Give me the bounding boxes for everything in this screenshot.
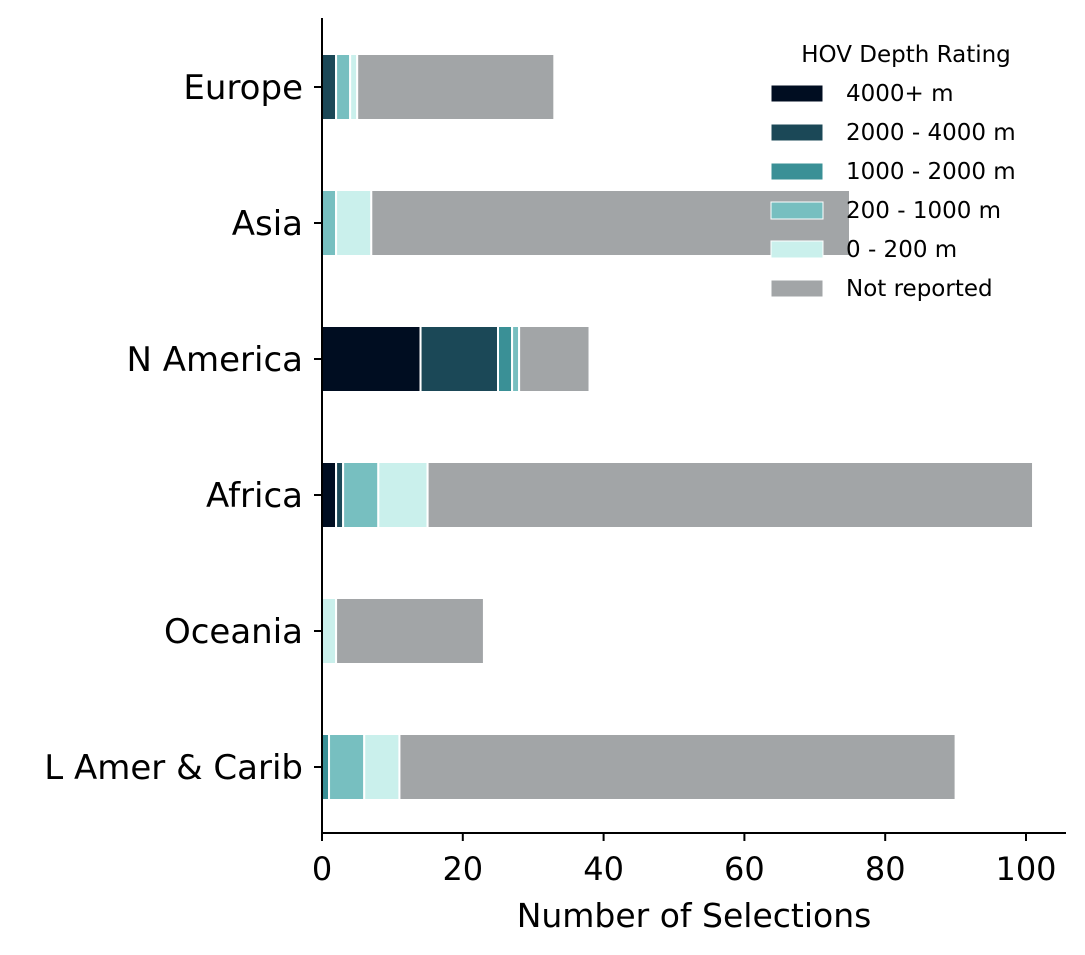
legend-swatch	[770, 279, 824, 298]
category-label: N America	[127, 340, 304, 380]
bar-segment	[511, 325, 521, 393]
category-label: Europe	[183, 68, 303, 108]
legend-swatch	[770, 240, 824, 259]
bar-segment	[363, 733, 401, 801]
bar-segment	[335, 53, 352, 121]
x-ticks-group: 0 20 40 60 80 100	[312, 833, 1057, 888]
bar-segment	[335, 189, 373, 257]
legend-label: Not reported	[846, 276, 993, 302]
bar-segment	[349, 53, 359, 121]
bar-segment	[370, 189, 851, 257]
bar-segment	[426, 461, 1035, 529]
bar-segment	[321, 597, 338, 665]
x-axis-title: Number of Selections	[517, 896, 872, 935]
bar-segment	[321, 733, 331, 801]
legend-label: 1000 - 2000 m	[846, 159, 1016, 185]
bar-segment	[321, 325, 422, 393]
legend-label: 2000 - 4000 m	[846, 120, 1016, 146]
x-tick-label: 0	[312, 850, 332, 888]
legend-swatch	[770, 123, 824, 142]
legend-swatch	[770, 201, 824, 220]
bar-segment	[518, 325, 591, 393]
bar-segment	[321, 53, 338, 121]
x-tick-label: 100	[995, 850, 1056, 888]
legend-title: HOV Depth Rating	[801, 42, 1011, 68]
bar-segment	[335, 597, 485, 665]
legend-label: 200 - 1000 m	[846, 198, 1001, 224]
x-tick-label: 20	[442, 850, 483, 888]
bar-segment	[342, 461, 380, 529]
bar-segment	[321, 461, 338, 529]
legend-label: 0 - 200 m	[846, 237, 957, 263]
category-label: Oceania	[164, 612, 303, 652]
category-label: L Amer & Carib	[44, 748, 303, 788]
legend-swatch	[770, 162, 824, 181]
bars-group	[321, 53, 1035, 801]
legend: HOV Depth Rating 4000+ m 2000 - 4000 m 100…	[770, 42, 1016, 302]
x-tick-label: 80	[865, 850, 906, 888]
axes-group	[321, 18, 1066, 834]
bar-segment	[356, 53, 556, 121]
x-tick-label: 40	[583, 850, 624, 888]
category-label: Asia	[232, 204, 303, 244]
x-tick-label: 60	[724, 850, 765, 888]
legend-label: 4000+ m	[846, 81, 954, 107]
y-ticks-group: Europe Asia N America Africa Oceania L Amer &…	[44, 68, 322, 788]
bar-segment	[377, 461, 429, 529]
legend-items: 4000+ m 2000 - 4000 m 1000 - 2000 m 200 - 1…	[770, 81, 1016, 302]
bar-segment	[328, 733, 366, 801]
bar-segment	[398, 733, 957, 801]
bar-segment	[497, 325, 514, 393]
legend-swatch	[770, 84, 824, 103]
bar-segment	[321, 189, 338, 257]
bar-segment	[419, 325, 499, 393]
bar-segment	[335, 461, 345, 529]
category-label: Africa	[206, 476, 303, 516]
